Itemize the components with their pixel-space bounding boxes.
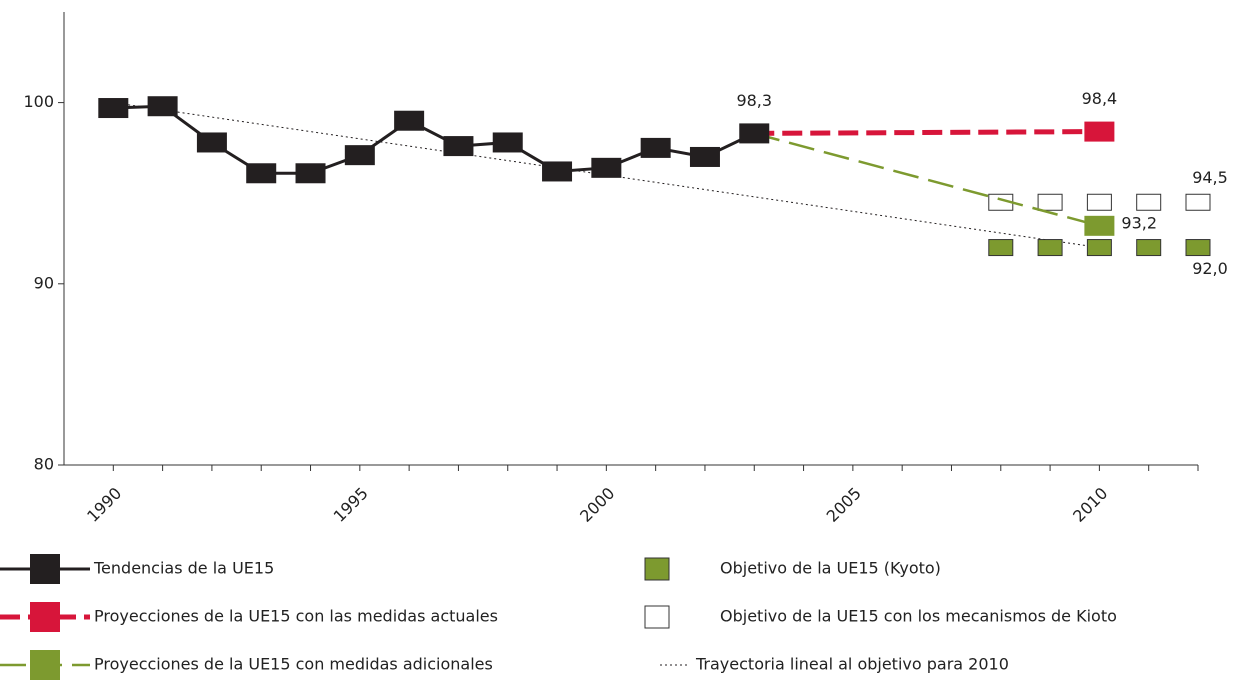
target-marker: [1185, 193, 1211, 211]
legend-swatch: [30, 602, 60, 632]
point-marker: [394, 110, 425, 131]
series-line: [113, 102, 1100, 249]
legend-label: Objetivo de la UE15 con los mecanismos d…: [720, 607, 1117, 626]
target-marker: [1185, 239, 1211, 257]
legend-label: Trayectoria lineal al objetivo para 2010: [695, 655, 1009, 674]
target-marker: [988, 239, 1014, 257]
target-marker: [1136, 239, 1162, 257]
x-tick-label: 1995: [330, 484, 372, 526]
point-marker: [689, 146, 720, 167]
legend-swatch: [644, 605, 670, 629]
legend-swatch: [644, 557, 670, 581]
value-label: 94,5: [1192, 168, 1228, 187]
point-marker: [147, 96, 178, 117]
legend-swatch: [30, 554, 60, 584]
value-label: 93,2: [1121, 213, 1157, 232]
point-marker: [246, 163, 277, 184]
legend-swatch: [30, 650, 60, 680]
point-marker: [739, 123, 770, 144]
point-marker: [1084, 215, 1115, 236]
legend-label: Proyecciones de la UE15 con las medidas …: [94, 607, 498, 626]
x-tick-label: 2005: [823, 484, 865, 526]
point-marker: [591, 157, 622, 178]
value-label: 98,3: [736, 91, 772, 110]
point-marker: [443, 136, 474, 157]
y-tick-label: 100: [23, 92, 54, 111]
legend-label: Proyecciones de la UE15 con medidas adic…: [94, 655, 493, 674]
target-marker: [1037, 193, 1063, 211]
y-tick-label: 90: [34, 273, 54, 292]
x-tick-label: 2000: [576, 484, 618, 526]
target-marker: [1086, 239, 1112, 257]
point-marker: [295, 163, 326, 184]
target-marker: [1136, 193, 1162, 211]
point-marker: [196, 132, 227, 153]
point-marker: [1084, 121, 1115, 142]
legend-label: Tendencias de la UE15: [93, 559, 274, 578]
point-marker: [640, 137, 671, 158]
value-label: 98,4: [1082, 89, 1118, 108]
point-marker: [344, 145, 375, 166]
point-marker: [492, 132, 523, 153]
y-tick-label: 80: [34, 455, 54, 474]
value-label: 92,0: [1192, 259, 1228, 278]
x-tick-label: 1990: [83, 484, 125, 526]
point-marker: [98, 98, 129, 119]
series-line: [753, 132, 1100, 228]
point-marker: [542, 161, 573, 182]
series-line: [754, 129, 1100, 136]
x-tick-label: 2010: [1069, 484, 1111, 526]
target-marker: [1086, 193, 1112, 211]
legend-label: Objetivo de la UE15 (Kyoto): [720, 559, 941, 578]
target-marker: [1037, 239, 1063, 257]
